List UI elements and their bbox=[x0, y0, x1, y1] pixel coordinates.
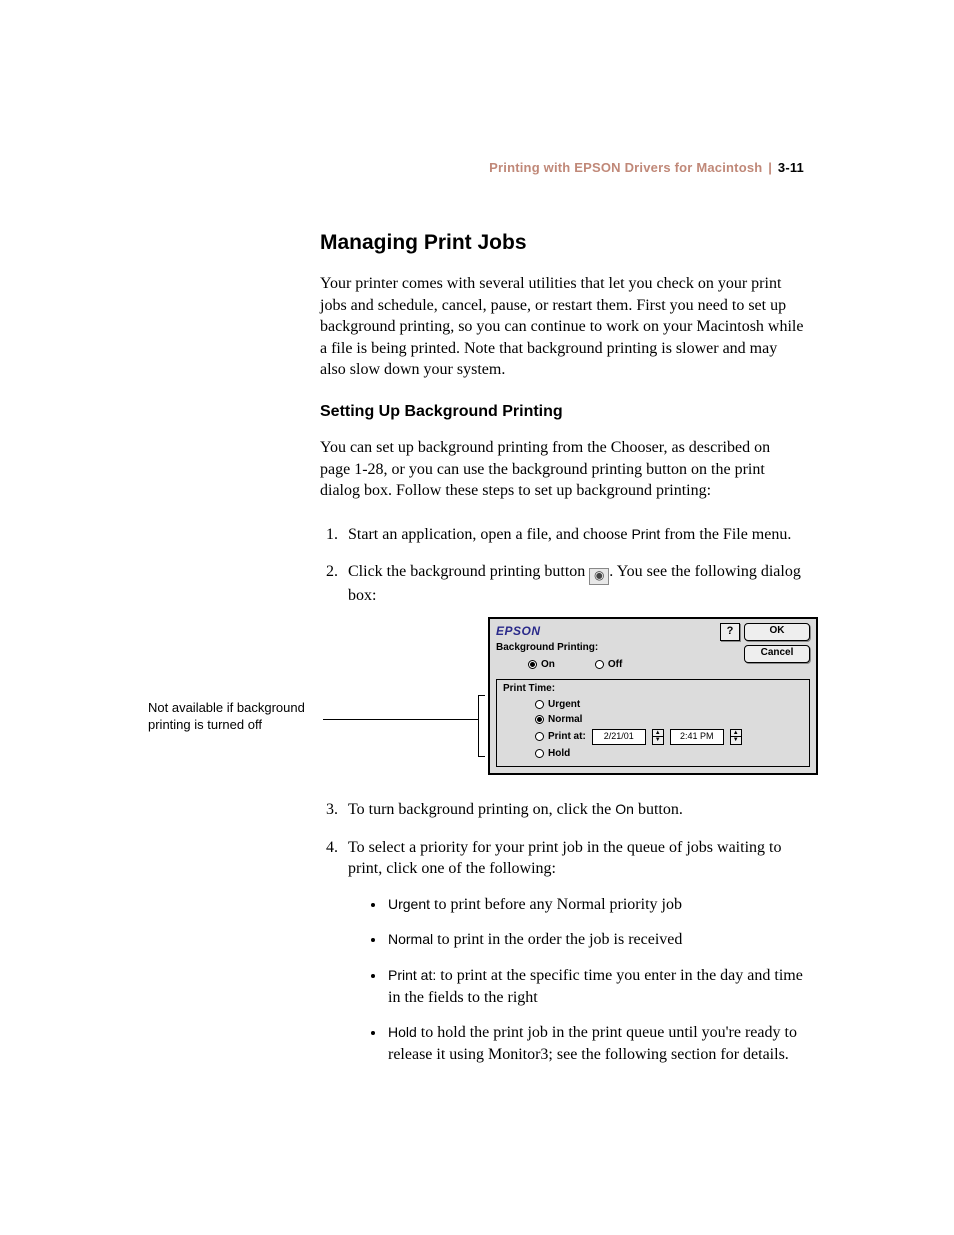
step-3-text-a: To turn background printing on, click th… bbox=[348, 801, 615, 818]
bullet-hold: Hold to hold the print job in the print … bbox=[386, 1022, 804, 1065]
dialog-left: EPSON Background Printing: On Off bbox=[496, 623, 622, 677]
bullet-normal-text: to print in the order the job is receive… bbox=[433, 931, 682, 948]
cancel-button[interactable]: Cancel bbox=[744, 645, 810, 663]
print-time-group: Print Time: Urgent Normal bbox=[496, 679, 810, 767]
epson-dialog: EPSON Background Printing: On Off bbox=[488, 617, 818, 775]
bullet-print-at-label: Print at: bbox=[388, 967, 436, 983]
radio-off-circle bbox=[595, 660, 604, 669]
callout-text: Not available if background printing is … bbox=[148, 699, 323, 734]
bullet-hold-label: Hold bbox=[388, 1024, 417, 1040]
callout-line bbox=[323, 719, 478, 720]
help-button[interactable]: ? bbox=[720, 623, 740, 641]
page: Printing with EPSON Drivers for Macintos… bbox=[0, 0, 954, 1181]
date-stepper[interactable]: ▲▼ bbox=[652, 729, 664, 745]
bullet-normal-label: Normal bbox=[388, 931, 433, 947]
ok-button[interactable]: OK bbox=[744, 623, 810, 641]
step-1-print-label: Print bbox=[631, 526, 660, 542]
bullet-print-at: Print at: to print at the specific time … bbox=[386, 965, 804, 1008]
radio-print-at-label: Print at: bbox=[548, 730, 586, 744]
radio-on[interactable]: On bbox=[528, 658, 555, 672]
step-2: Click the background printing button ◉. … bbox=[342, 561, 804, 777]
bullet-urgent-text: to print before any Normal priority job bbox=[430, 896, 682, 913]
radio-normal-circle bbox=[535, 715, 544, 724]
dialog-top-row: EPSON Background Printing: On Off bbox=[496, 623, 810, 677]
radio-hold-circle bbox=[535, 749, 544, 758]
bullet-urgent: Urgent to print before any Normal priori… bbox=[386, 894, 804, 916]
header-breadcrumb: Printing with EPSON Drivers for Macintos… bbox=[489, 160, 762, 175]
radio-normal-label: Normal bbox=[548, 713, 582, 727]
radio-print-at[interactable]: Print at: bbox=[535, 730, 586, 744]
radio-on-circle bbox=[528, 660, 537, 669]
background-printing-icon: ◉ bbox=[589, 568, 609, 585]
header-page-number: 3-11 bbox=[778, 160, 804, 175]
step-3-text-b: button. bbox=[634, 801, 683, 818]
bullet-urgent-label: Urgent bbox=[388, 896, 430, 912]
radio-on-label: On bbox=[541, 658, 555, 672]
dialog-buttons: ? OK Cancel bbox=[720, 623, 810, 663]
time-stepper[interactable]: ▲▼ bbox=[730, 729, 742, 745]
radio-print-at-circle bbox=[535, 732, 544, 741]
priority-bullets: Urgent to print before any Normal priori… bbox=[348, 894, 804, 1066]
radio-urgent[interactable]: Urgent bbox=[535, 698, 803, 712]
step-1-text-a: Start an application, open a file, and c… bbox=[348, 526, 631, 543]
step-1: Start an application, open a file, and c… bbox=[342, 524, 804, 546]
epson-brand: EPSON bbox=[496, 623, 622, 639]
step-3: To turn background printing on, click th… bbox=[342, 799, 804, 821]
radio-hold[interactable]: Hold bbox=[535, 747, 803, 761]
bullet-normal: Normal to print in the order the job is … bbox=[386, 929, 804, 951]
bullet-print-at-text: to print at the specific time you enter … bbox=[388, 967, 803, 1006]
dialog-figure: Not available if background printing is … bbox=[348, 617, 804, 777]
callout-bracket bbox=[478, 695, 485, 757]
time-field[interactable]: 2:41 PM bbox=[670, 729, 724, 745]
radio-off-label: Off bbox=[608, 658, 622, 672]
step-1-text-b: from the File menu. bbox=[660, 526, 791, 543]
radio-hold-label: Hold bbox=[548, 747, 570, 761]
running-header: Printing with EPSON Drivers for Macintos… bbox=[320, 160, 804, 175]
print-time-legend: Print Time: bbox=[503, 682, 559, 696]
bg-printing-label: Background Printing: bbox=[496, 641, 622, 655]
radio-print-at-row: Print at: 2/21/01 ▲▼ 2:41 PM ▲▼ bbox=[535, 729, 803, 745]
section-intro: Your printer comes with several utilitie… bbox=[320, 273, 804, 381]
step-3-on-label: On bbox=[615, 801, 634, 817]
dialog-button-row-1: ? OK bbox=[720, 623, 810, 641]
date-field[interactable]: 2/21/01 bbox=[592, 729, 646, 745]
radio-urgent-circle bbox=[535, 700, 544, 709]
radio-urgent-label: Urgent bbox=[548, 698, 580, 712]
print-time-options: Urgent Normal Print at: bbox=[535, 698, 803, 761]
steps-list: Start an application, open a file, and c… bbox=[320, 524, 804, 1066]
step-4-text: To select a priority for your print job … bbox=[348, 839, 781, 878]
header-separator: | bbox=[768, 160, 772, 175]
radio-off[interactable]: Off bbox=[595, 658, 622, 672]
step-4: To select a priority for your print job … bbox=[342, 837, 804, 1066]
step-2-text-a: Click the background printing button bbox=[348, 563, 589, 580]
bg-radio-row: On Off bbox=[528, 658, 622, 672]
section-title: Managing Print Jobs bbox=[320, 231, 804, 255]
subsection-title: Setting Up Background Printing bbox=[320, 403, 804, 421]
radio-normal[interactable]: Normal bbox=[535, 713, 803, 727]
subsection-intro: You can set up background printing from … bbox=[320, 437, 804, 502]
bullet-hold-text: to hold the print job in the print queue… bbox=[388, 1024, 797, 1063]
